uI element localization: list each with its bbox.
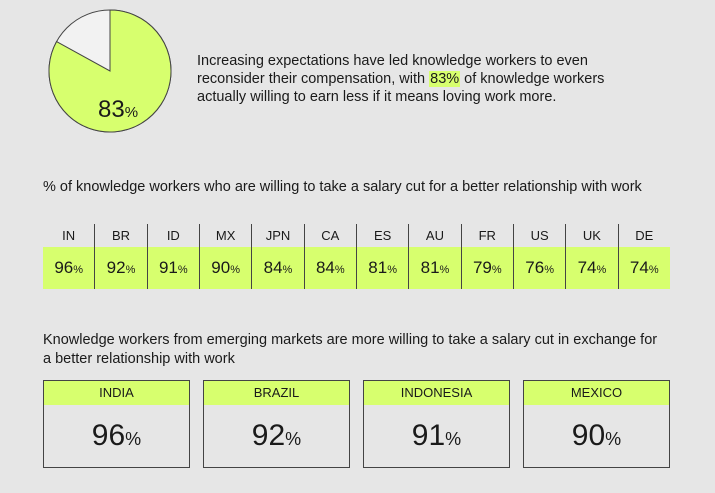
intro-text: Increasing expectations have led knowled… <box>197 52 657 106</box>
cards-title: Knowledge workers from emerging markets … <box>43 332 658 367</box>
country-value-jpn: 84% <box>251 247 303 289</box>
intro-text-before: Increasing expectations have led knowled… <box>197 53 588 87</box>
card-label: INDIA <box>44 381 189 405</box>
pie-chart <box>48 9 172 133</box>
pie-unit: % <box>124 104 139 121</box>
card-label: BRAZIL <box>204 381 349 405</box>
country-header-br: BR <box>94 224 146 247</box>
table-value-row: 96% 92% 91% 90% 84% 84% 81% 81% 79% 76% 74% 74% <box>43 247 670 289</box>
country-value-uk: 74% <box>565 247 617 289</box>
country-header-es: ES <box>355 224 408 247</box>
country-header-au: AU <box>408 224 460 247</box>
country-table: IN BR ID MX JPN CA ES AU FR US UK DE 96% 92% 91% 90% 84… <box>43 224 670 289</box>
intro-text-after: of knowledge workers actually willing to… <box>197 71 605 105</box>
country-value-es: 81% <box>355 247 408 289</box>
card-mexico: MEXICO 90% <box>523 380 670 468</box>
country-value-mx: 90% <box>198 247 251 289</box>
market-cards: INDIA 96% BRAZIL 92% INDONESIA 91% MEXICO 90% <box>43 380 670 468</box>
country-header-ca: CA <box>303 224 356 247</box>
card-indonesia: INDONESIA 91% <box>363 380 510 468</box>
country-value-de: 74% <box>617 247 670 289</box>
country-value-us: 76% <box>512 247 565 289</box>
pie-value: 83 <box>98 96 125 123</box>
country-header-fr: FR <box>460 224 513 247</box>
card-value: 92% <box>251 419 302 452</box>
country-value-id: 91% <box>146 247 199 289</box>
card-label: INDONESIA <box>364 381 509 405</box>
country-value-au: 81% <box>408 247 460 289</box>
pie-value-label: 83% <box>98 96 138 124</box>
country-header-id: ID <box>146 224 199 247</box>
country-header-de: DE <box>617 224 670 247</box>
table-title: % of knowledge workers who are willing t… <box>43 179 642 195</box>
country-header-in: IN <box>62 228 76 243</box>
card-brazil: BRAZIL 92% <box>203 380 350 468</box>
country-value-ca: 84% <box>303 247 356 289</box>
card-label: MEXICO <box>524 381 669 405</box>
pie-slice-main <box>48 9 172 133</box>
table-header-row: IN BR ID MX JPN CA ES AU FR US UK DE <box>43 224 670 247</box>
card-india: INDIA 96% <box>43 380 190 468</box>
country-header-jpn: JPN <box>251 224 303 247</box>
card-value: 91% <box>411 419 462 452</box>
country-value-br: 92% <box>94 247 146 289</box>
country-header-us: US <box>512 224 565 247</box>
country-header-uk: UK <box>565 224 617 247</box>
intro-highlight: 83% <box>429 71 461 87</box>
country-value-fr: 79% <box>460 247 513 289</box>
card-value: 90% <box>571 419 622 452</box>
country-value-in: 96% <box>54 258 84 277</box>
card-value: 96% <box>91 419 142 452</box>
country-header-mx: MX <box>198 224 251 247</box>
